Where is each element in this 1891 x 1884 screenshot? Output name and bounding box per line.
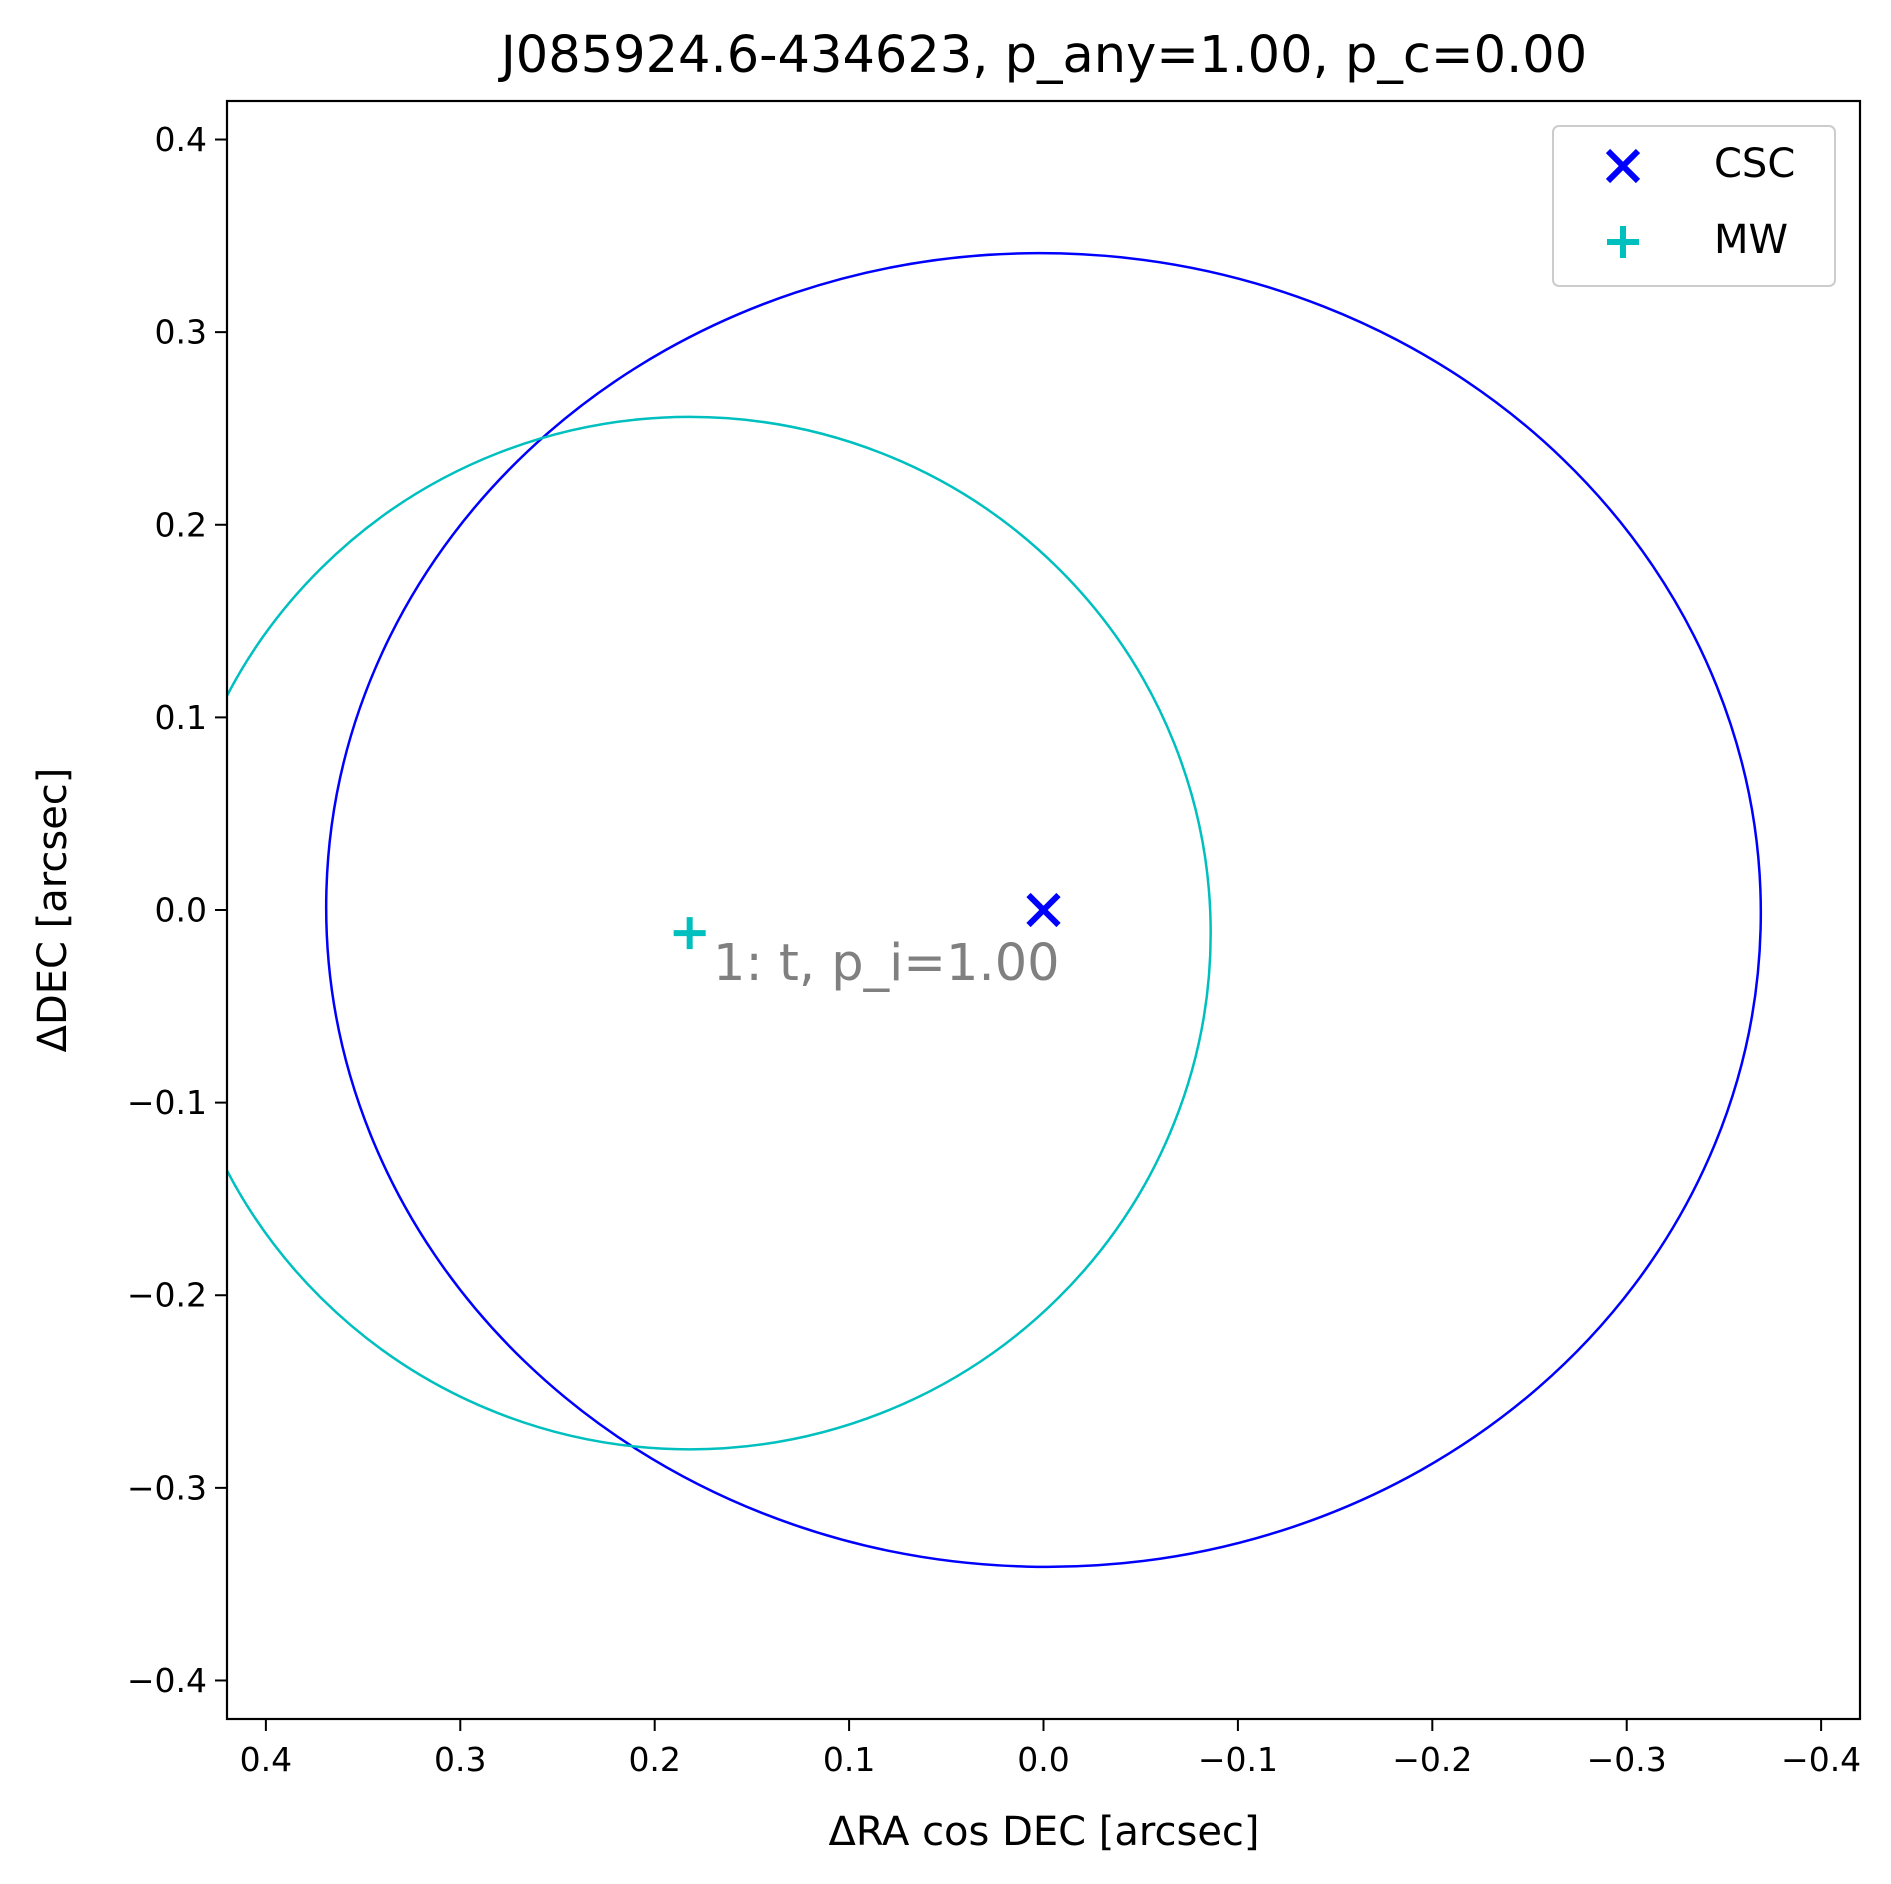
csc-point-marker xyxy=(1026,892,1061,928)
x-tick-label: −0.4 xyxy=(1781,1740,1861,1779)
y-tick-label: −0.4 xyxy=(127,1661,207,1700)
legend: CSC MW xyxy=(1552,125,1836,287)
x-tick-label: −0.3 xyxy=(1587,1740,1667,1779)
legend-label-mw: MW xyxy=(1714,217,1788,263)
x-tick-label: 0.1 xyxy=(823,1740,875,1779)
mw-point-marker xyxy=(673,917,706,950)
csc-error-ellipse xyxy=(324,251,1763,1569)
y-tick-label: −0.1 xyxy=(127,1083,207,1122)
y-tick-label: 0.4 xyxy=(155,120,207,159)
x-tick-label: 0.2 xyxy=(628,1740,680,1779)
y-tick-label: −0.3 xyxy=(127,1468,207,1507)
y-tick-label: 0.2 xyxy=(155,505,207,544)
x-axis-label: ΔRA cos DEC [arcsec] xyxy=(828,1809,1259,1855)
x-tick-label: 0.3 xyxy=(434,1740,486,1779)
point-annotation: 1: t, p_i=1.00 xyxy=(713,934,1060,993)
legend-label-csc: CSC xyxy=(1714,141,1795,187)
x-tick-label: 0.4 xyxy=(240,1740,292,1779)
x-tick-label: 0.0 xyxy=(1017,1740,1069,1779)
chart-title: J085924.6-434623, p_any=1.00, p_c=0.00 xyxy=(498,26,1587,85)
x-tick-label: −0.1 xyxy=(1198,1740,1278,1779)
x-tick-label: −0.2 xyxy=(1392,1740,1472,1779)
y-tick-label: 0.1 xyxy=(155,698,207,737)
y-tick-label: −0.2 xyxy=(127,1276,207,1315)
legend-marker-mw xyxy=(1607,226,1639,258)
legend-marker-csc xyxy=(1605,148,1641,184)
y-tick-label: 0.0 xyxy=(155,891,207,930)
mw-error-ellipse xyxy=(227,415,1212,1451)
y-tick-label: 0.3 xyxy=(155,313,207,352)
y-axis-label: ΔDEC [arcsec] xyxy=(30,768,76,1053)
